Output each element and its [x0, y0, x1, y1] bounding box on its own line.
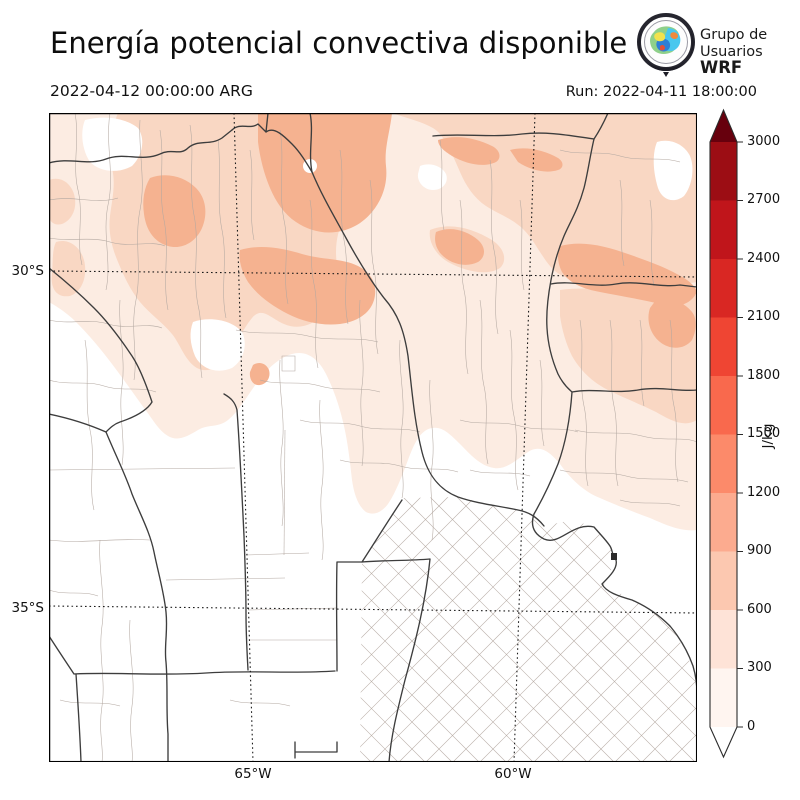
graticule [49, 113, 697, 762]
cape-shading-strong [143, 113, 697, 386]
map-frame [49, 113, 697, 762]
page-title: Energía potencial convectiva disponible [50, 26, 628, 60]
cape-map [49, 113, 697, 762]
cb-tick-600: 600 [747, 602, 772, 617]
buenos-aires-city-marker [611, 553, 617, 560]
colorbar-tick-marks [737, 141, 743, 728]
cb-tick-300: 300 [747, 660, 772, 675]
lat-tick-30s: 30°S [11, 263, 45, 279]
logo-text: Grupo de Usuarios WRF [700, 27, 767, 77]
logo-line-2: Usuarios [700, 43, 763, 60]
wrf-group-logo-icon [637, 13, 695, 77]
cb-tick-2100: 2100 [747, 309, 781, 324]
cb-tick-1800: 1800 [747, 368, 781, 383]
valid-time-label: 2022-04-12 00:00:00 ARG [50, 82, 253, 100]
cb-tick-0: 0 [747, 719, 756, 734]
lat-tick-35s: 35°S [11, 600, 45, 616]
cb-tick-2400: 2400 [747, 251, 781, 266]
colorbar-over-arrow [710, 110, 737, 142]
logo-line-3: WRF [700, 58, 743, 77]
colorbar-under-arrow [710, 727, 737, 757]
logo-line-1: Grupo de [700, 27, 768, 43]
province-boundaries [49, 113, 697, 762]
colorbar: J/kg [709, 108, 776, 759]
cb-tick-3000: 3000 [747, 134, 781, 149]
department-boundaries [49, 113, 697, 762]
cb-tick-1200: 1200 [747, 485, 781, 500]
run-time-label: Run: 2022-04-11 18:00:00 [565, 84, 757, 100]
cb-tick-900: 900 [747, 543, 772, 558]
lon-tick-65w: 65°W [234, 766, 272, 782]
cb-tick-1500: 1500 [747, 426, 781, 441]
cb-tick-2700: 2700 [747, 192, 781, 207]
colorbar-unit-label: J/kg [760, 424, 776, 450]
lon-tick-60w: 60°W [494, 766, 532, 782]
cape-shading-holes [82, 117, 693, 371]
